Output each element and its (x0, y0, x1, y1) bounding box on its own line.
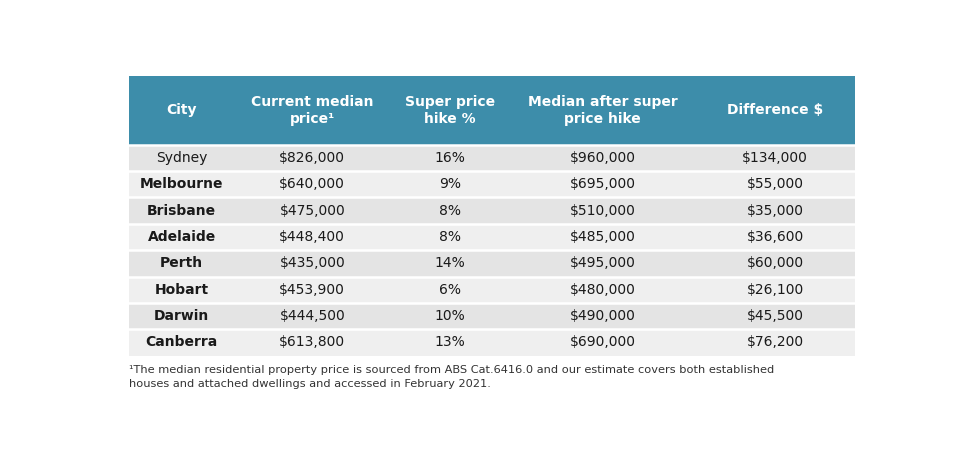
Text: $480,000: $480,000 (570, 283, 636, 297)
FancyBboxPatch shape (510, 303, 695, 329)
FancyBboxPatch shape (695, 250, 855, 277)
FancyBboxPatch shape (234, 224, 391, 250)
Text: $695,000: $695,000 (569, 177, 636, 191)
FancyBboxPatch shape (391, 303, 510, 329)
FancyBboxPatch shape (234, 171, 391, 197)
Text: Brisbane: Brisbane (147, 204, 216, 218)
Text: $45,500: $45,500 (747, 309, 804, 323)
Text: $485,000: $485,000 (570, 230, 636, 244)
Text: 9%: 9% (440, 177, 461, 191)
FancyBboxPatch shape (129, 145, 234, 171)
Text: 16%: 16% (435, 151, 466, 165)
FancyBboxPatch shape (234, 303, 391, 329)
FancyBboxPatch shape (510, 171, 695, 197)
FancyBboxPatch shape (234, 197, 391, 224)
FancyBboxPatch shape (391, 329, 510, 356)
FancyBboxPatch shape (510, 224, 695, 250)
FancyBboxPatch shape (129, 76, 234, 145)
FancyBboxPatch shape (391, 197, 510, 224)
Text: $495,000: $495,000 (570, 257, 636, 271)
Text: 8%: 8% (440, 230, 461, 244)
FancyBboxPatch shape (129, 329, 234, 356)
FancyBboxPatch shape (129, 303, 234, 329)
Text: 10%: 10% (435, 309, 466, 323)
FancyBboxPatch shape (391, 171, 510, 197)
FancyBboxPatch shape (510, 277, 695, 303)
FancyBboxPatch shape (695, 224, 855, 250)
FancyBboxPatch shape (695, 76, 855, 145)
Text: Median after super
price hike: Median after super price hike (528, 95, 678, 126)
Text: ¹The median residential property price is sourced from ABS Cat.6416.0 and our es: ¹The median residential property price i… (129, 365, 774, 389)
FancyBboxPatch shape (391, 250, 510, 277)
Text: Current median
price¹: Current median price¹ (251, 95, 373, 126)
Text: Perth: Perth (160, 257, 204, 271)
Text: Adelaide: Adelaide (148, 230, 216, 244)
FancyBboxPatch shape (391, 277, 510, 303)
Text: 6%: 6% (440, 283, 461, 297)
Text: $960,000: $960,000 (569, 151, 636, 165)
FancyBboxPatch shape (510, 250, 695, 277)
FancyBboxPatch shape (129, 197, 234, 224)
Text: Difference $: Difference $ (727, 104, 824, 117)
FancyBboxPatch shape (129, 224, 234, 250)
FancyBboxPatch shape (695, 171, 855, 197)
FancyBboxPatch shape (234, 76, 391, 145)
Text: 8%: 8% (440, 204, 461, 218)
FancyBboxPatch shape (695, 329, 855, 356)
Text: Darwin: Darwin (154, 309, 209, 323)
Text: $690,000: $690,000 (569, 335, 636, 349)
FancyBboxPatch shape (234, 277, 391, 303)
FancyBboxPatch shape (695, 197, 855, 224)
Text: $26,100: $26,100 (747, 283, 804, 297)
Text: $613,800: $613,800 (279, 335, 346, 349)
Text: $76,200: $76,200 (747, 335, 804, 349)
Text: $134,000: $134,000 (742, 151, 808, 165)
Text: 13%: 13% (435, 335, 466, 349)
FancyBboxPatch shape (510, 145, 695, 171)
Text: $475,000: $475,000 (279, 204, 346, 218)
Text: $453,900: $453,900 (279, 283, 346, 297)
Text: Hobart: Hobart (155, 283, 208, 297)
Text: Canberra: Canberra (146, 335, 218, 349)
FancyBboxPatch shape (695, 303, 855, 329)
Text: 14%: 14% (435, 257, 466, 271)
FancyBboxPatch shape (695, 145, 855, 171)
Text: Melbourne: Melbourne (140, 177, 224, 191)
FancyBboxPatch shape (234, 250, 391, 277)
FancyBboxPatch shape (234, 145, 391, 171)
Text: $444,500: $444,500 (279, 309, 346, 323)
FancyBboxPatch shape (234, 329, 391, 356)
FancyBboxPatch shape (391, 76, 510, 145)
Text: $510,000: $510,000 (570, 204, 636, 218)
Text: $640,000: $640,000 (279, 177, 346, 191)
FancyBboxPatch shape (391, 224, 510, 250)
Text: Super price
hike %: Super price hike % (405, 95, 495, 126)
FancyBboxPatch shape (129, 250, 234, 277)
Text: Sydney: Sydney (156, 151, 207, 165)
FancyBboxPatch shape (391, 145, 510, 171)
FancyBboxPatch shape (510, 329, 695, 356)
FancyBboxPatch shape (695, 277, 855, 303)
FancyBboxPatch shape (510, 197, 695, 224)
Text: $448,400: $448,400 (279, 230, 346, 244)
Text: City: City (166, 104, 197, 117)
FancyBboxPatch shape (510, 76, 695, 145)
Text: $35,000: $35,000 (747, 204, 804, 218)
Text: $490,000: $490,000 (570, 309, 636, 323)
Text: $36,600: $36,600 (747, 230, 804, 244)
Text: $55,000: $55,000 (747, 177, 804, 191)
Text: $60,000: $60,000 (747, 257, 804, 271)
FancyBboxPatch shape (129, 277, 234, 303)
FancyBboxPatch shape (129, 171, 234, 197)
Text: $826,000: $826,000 (279, 151, 346, 165)
Text: $435,000: $435,000 (279, 257, 346, 271)
